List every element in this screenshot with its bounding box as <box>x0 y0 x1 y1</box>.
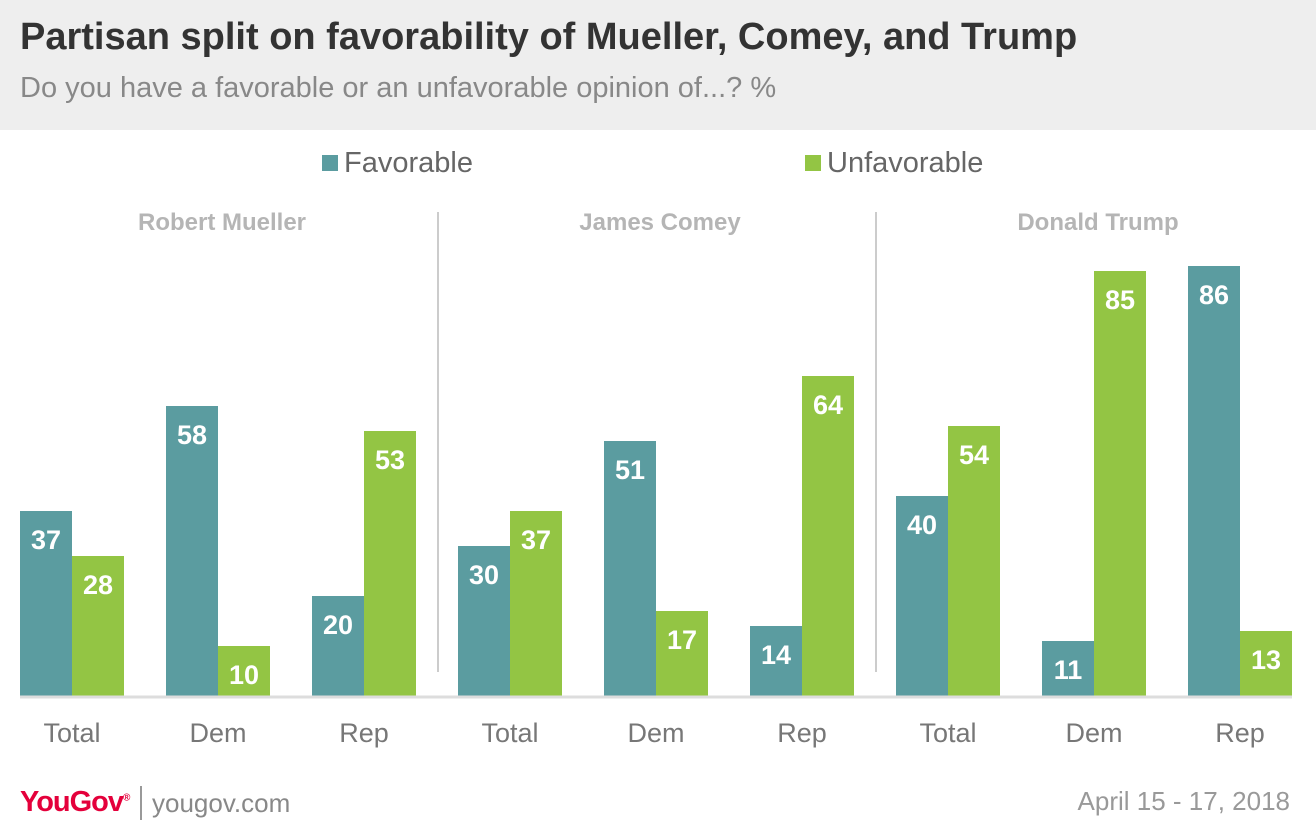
bar-robert-mueller-dem-unfavorable <box>218 646 270 696</box>
value-label-james-comey-rep-favorable: 14 <box>761 640 791 670</box>
category-label-robert-mueller-dem: Dem <box>189 718 246 748</box>
bar-donald-trump-total-unfavorable <box>948 426 1000 696</box>
panel-title-james-comey: James Comey <box>579 209 741 236</box>
legend-swatch-unfavorable <box>805 155 821 171</box>
category-label-robert-mueller-total: Total <box>43 718 100 748</box>
legend-label-unfavorable: Unfavorable <box>827 146 984 179</box>
category-label-robert-mueller-rep: Rep <box>339 718 389 748</box>
value-label-james-comey-dem-favorable: 51 <box>615 455 645 485</box>
bar-james-comey-rep-favorable <box>750 626 802 696</box>
legend-swatch-favorable <box>322 155 338 171</box>
value-label-donald-trump-total-favorable: 40 <box>907 510 937 540</box>
bar-robert-mueller-rep-unfavorable <box>364 431 416 696</box>
value-label-james-comey-total-favorable: 30 <box>469 560 499 590</box>
bar-james-comey-total-unfavorable <box>510 511 562 696</box>
brand-mark: ® <box>123 792 130 804</box>
category-label-donald-trump-dem: Dem <box>1065 718 1122 748</box>
legend-item-unfavorable: Unfavorable <box>805 146 983 180</box>
bar-donald-trump-total-favorable <box>896 496 948 696</box>
value-label-robert-mueller-rep-favorable: 20 <box>323 610 353 640</box>
value-label-james-comey-rep-unfavorable: 64 <box>813 390 843 420</box>
value-label-donald-trump-rep-unfavorable: 13 <box>1251 645 1281 675</box>
bar-james-comey-dem-favorable <box>604 441 656 696</box>
bar-donald-trump-rep-favorable <box>1188 266 1240 696</box>
legend-label-favorable: Favorable <box>344 146 473 179</box>
category-label-donald-trump-rep: Rep <box>1215 718 1265 748</box>
category-label-donald-trump-total: Total <box>919 718 976 748</box>
value-label-robert-mueller-dem-unfavorable: 10 <box>229 660 259 690</box>
bar-robert-mueller-rep-favorable <box>312 596 364 696</box>
brand-name: YouGov <box>20 786 124 818</box>
value-label-donald-trump-dem-unfavorable: 85 <box>1105 285 1135 315</box>
value-label-donald-trump-total-unfavorable: 54 <box>959 440 989 470</box>
legend-item-favorable: Favorable <box>322 146 473 180</box>
yougov-logo: YouGov® <box>20 786 130 819</box>
value-label-donald-trump-dem-favorable: 11 <box>1054 655 1083 685</box>
category-label-james-comey-dem: Dem <box>627 718 684 748</box>
bar-donald-trump-rep-unfavorable <box>1240 631 1292 696</box>
value-label-donald-trump-rep-favorable: 86 <box>1199 280 1229 310</box>
panel-title-donald-trump: Donald Trump <box>1017 209 1178 236</box>
chart-header: Partisan split on favorability of Muelle… <box>0 0 1316 130</box>
bar-donald-trump-dem-favorable <box>1042 641 1094 696</box>
value-label-robert-mueller-rep-unfavorable: 53 <box>375 445 405 475</box>
value-label-robert-mueller-total-unfavorable: 28 <box>83 570 113 600</box>
category-label-james-comey-rep: Rep <box>777 718 827 748</box>
value-label-james-comey-dem-unfavorable: 17 <box>667 625 697 655</box>
footer-date: April 15 - 17, 2018 <box>1077 786 1290 816</box>
bar-james-comey-total-favorable <box>458 546 510 696</box>
bar-robert-mueller-total-unfavorable <box>72 556 124 696</box>
chart-title: Partisan split on favorability of Muelle… <box>20 16 1078 58</box>
bar-donald-trump-dem-unfavorable <box>1094 271 1146 696</box>
bar-robert-mueller-total-favorable <box>20 511 72 696</box>
footer-site: yougov.com <box>152 788 291 818</box>
bar-james-comey-dem-unfavorable <box>656 611 708 696</box>
value-label-james-comey-total-unfavorable: 37 <box>521 525 551 555</box>
value-label-robert-mueller-dem-favorable: 58 <box>177 420 207 450</box>
panel-title-robert-mueller: Robert Mueller <box>138 209 306 236</box>
category-label-james-comey-total: Total <box>481 718 538 748</box>
footer-divider <box>140 786 142 820</box>
bar-robert-mueller-dem-favorable <box>166 406 218 696</box>
value-label-robert-mueller-total-favorable: 37 <box>31 525 61 555</box>
bar-james-comey-rep-unfavorable <box>802 376 854 696</box>
chart-subtitle: Do you have a favorable or an unfavorabl… <box>20 72 777 104</box>
